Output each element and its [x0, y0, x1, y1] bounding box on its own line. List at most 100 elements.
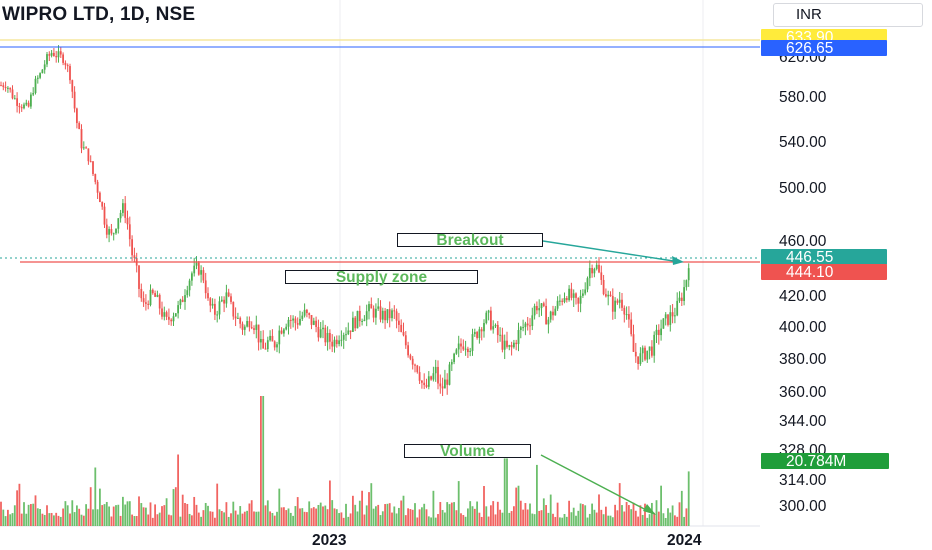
volume-bar [648, 514, 651, 526]
volume-bar [140, 503, 143, 526]
volume-bar [0, 501, 2, 526]
volume-bar [292, 515, 294, 526]
candle-body [683, 287, 685, 301]
volume-bar [211, 511, 214, 526]
candle-body [490, 310, 492, 330]
volume-bar [85, 504, 87, 526]
volume-bar [207, 505, 209, 526]
candle-body [202, 270, 205, 281]
breakout-arrowhead [672, 256, 684, 265]
volume-bar [582, 504, 584, 526]
candle-body [653, 334, 656, 356]
volume-bar [301, 508, 304, 526]
x-axis: 2023 2024 [312, 532, 702, 549]
candle-body [269, 335, 271, 341]
volume-bar [409, 509, 412, 526]
candle-body [611, 296, 614, 312]
volume-bar [356, 511, 359, 526]
candle-body [340, 339, 343, 341]
candle-body [361, 320, 363, 322]
candle-body [641, 347, 644, 354]
volume-bar [432, 490, 435, 526]
volume-bar [680, 490, 683, 526]
volume-bar [186, 503, 189, 526]
candle-body [326, 332, 329, 343]
volume-bar [427, 516, 430, 526]
candle-body [687, 268, 690, 281]
volume-bar [246, 510, 248, 526]
volume-bar [283, 507, 285, 526]
volume-bar [554, 516, 557, 526]
volume-bar [365, 505, 368, 526]
candle-body [460, 343, 462, 347]
volume-bar [96, 509, 99, 526]
volume-bar [179, 516, 182, 526]
candle-body [639, 353, 642, 364]
volume-bar [13, 505, 16, 526]
volume-bar [462, 515, 465, 526]
candle-body [467, 348, 469, 353]
volume-bar [105, 501, 108, 526]
candle-body [145, 302, 147, 304]
candle-body [533, 306, 536, 316]
volume-bar [632, 502, 635, 526]
volume-bar [273, 515, 276, 526]
candle-body [253, 328, 255, 330]
volume-bar [165, 498, 168, 526]
volume-bar [625, 502, 628, 526]
volume-arrowhead [643, 504, 656, 515]
candle-body [223, 299, 225, 304]
candle-body [575, 293, 577, 298]
candle-body [570, 288, 573, 298]
candle-body [94, 174, 97, 182]
candle-body [172, 316, 175, 322]
volume-bar [651, 502, 653, 526]
candle-body [572, 293, 575, 298]
candle-body [375, 308, 377, 318]
candle-body [133, 255, 136, 259]
chart-title: WIPRO LTD, 1D, NSE [2, 4, 196, 25]
volume-bar [531, 513, 534, 526]
volume-bar [66, 505, 69, 526]
volume-bar [496, 501, 499, 526]
candle-body [524, 323, 527, 328]
volume-bar [115, 505, 117, 526]
volume-bar [117, 504, 120, 526]
candle-body [554, 308, 557, 316]
candle-body [582, 293, 584, 296]
candle-body [9, 87, 12, 90]
candle-body [103, 206, 106, 225]
volume-bar [48, 513, 51, 526]
volume-bar [457, 481, 460, 526]
volume-bar [103, 504, 106, 526]
volume-bar [41, 513, 44, 526]
candle-body [407, 345, 409, 356]
volume-bar [538, 510, 541, 526]
volume-bar [561, 517, 564, 526]
volume-bar [363, 514, 366, 526]
candle-body [82, 147, 85, 149]
candle-body [64, 62, 67, 66]
candle-body [526, 323, 529, 326]
candle-body [395, 311, 398, 321]
volume-bar [542, 498, 545, 526]
volume-bar [232, 501, 235, 526]
candle-body [423, 382, 426, 386]
volume-bar [501, 512, 504, 526]
candle-body [66, 65, 69, 67]
volume-bar [69, 513, 71, 526]
candle-body [237, 317, 239, 319]
candle-body [605, 294, 607, 297]
volume-bar [563, 514, 566, 526]
candle-body [43, 64, 46, 70]
candle-body [480, 329, 483, 332]
candle-body [600, 272, 603, 280]
volume-bar [600, 509, 603, 526]
breakout-arrow [542, 240, 681, 263]
volume-bar [639, 505, 642, 526]
volume-bar [7, 509, 9, 526]
volume-bar [227, 516, 230, 526]
currency-selector[interactable]: INR [773, 3, 923, 27]
volume-bar [621, 505, 623, 526]
candle-body [565, 297, 568, 301]
